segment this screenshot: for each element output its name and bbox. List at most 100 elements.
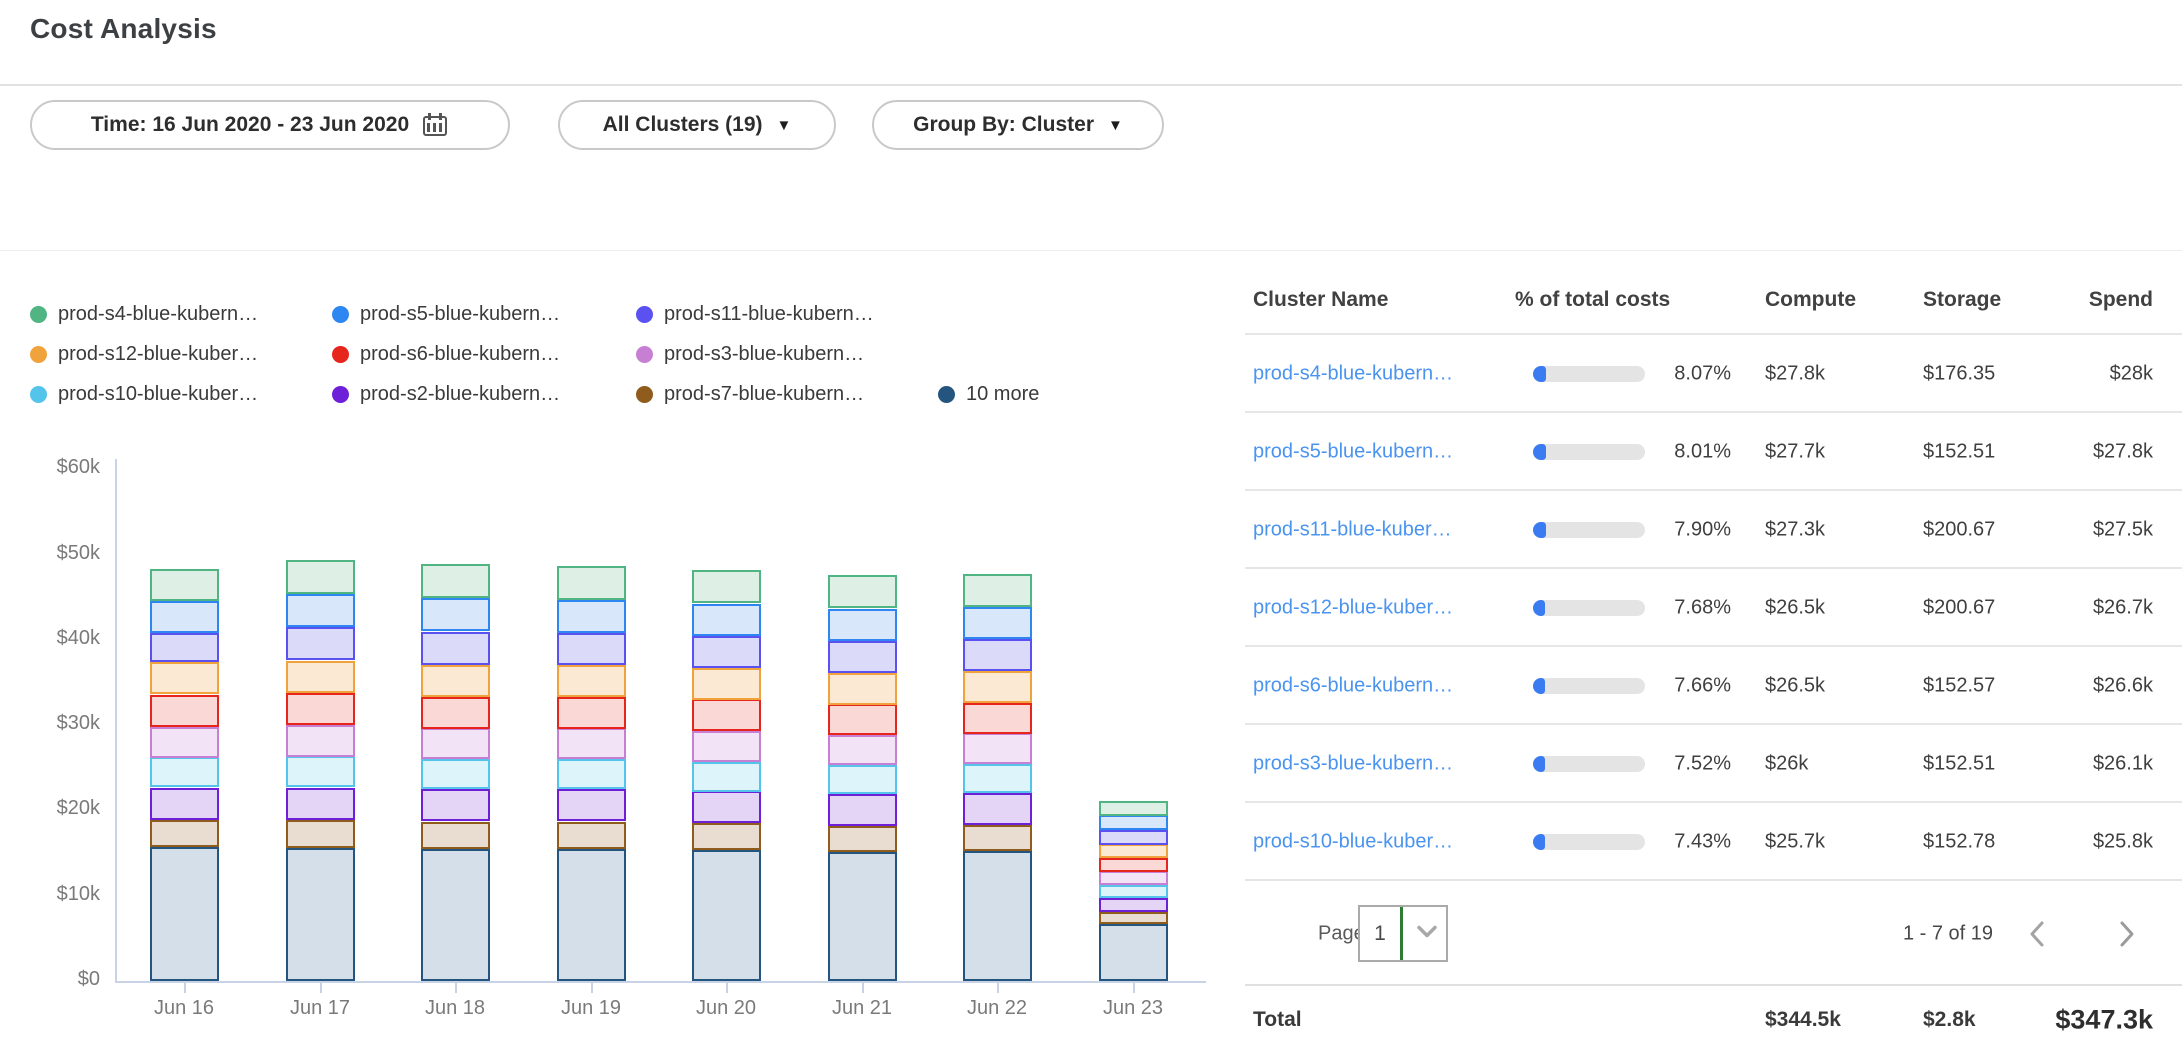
bar-segment[interactable] <box>962 703 1032 734</box>
bar-segment[interactable] <box>556 822 626 849</box>
bar-segment[interactable] <box>1098 885 1168 898</box>
bar-segment[interactable] <box>827 765 897 794</box>
bar-segment[interactable] <box>827 704 897 735</box>
bar-segment[interactable] <box>556 600 626 633</box>
bar-segment[interactable] <box>420 598 490 631</box>
bar-segment[interactable] <box>149 662 219 694</box>
chevron-right-icon next-page-button[interactable] <box>2113 918 2141 950</box>
bar-segment[interactable] <box>1098 815 1168 830</box>
bar-segment[interactable] <box>827 609 897 641</box>
time-range-filter[interactable]: Time: 16 Jun 2020 - 23 Jun 2020 <box>30 100 510 150</box>
bar-segment[interactable] <box>149 820 219 847</box>
bar-segment[interactable] <box>827 826 897 852</box>
bar-segment[interactable] <box>691 762 761 792</box>
legend-item[interactable]: prod-s10-blue-kuber… <box>30 380 258 408</box>
bar-segment[interactable] <box>691 699 761 731</box>
bar-segment[interactable] <box>420 759 490 789</box>
bar-segment[interactable] <box>691 731 761 762</box>
legend-item[interactable]: prod-s11-blue-kubern… <box>636 300 874 328</box>
bar-segment[interactable] <box>691 636 761 668</box>
bar-segment[interactable] <box>1098 924 1168 981</box>
cluster-name-link[interactable]: prod-s12-blue-kuber… <box>1253 596 1454 619</box>
cluster-name-link[interactable]: prod-s5-blue-kubern… <box>1253 440 1454 463</box>
bar-segment[interactable] <box>962 574 1032 607</box>
bar-segment[interactable] <box>962 671 1032 703</box>
bar-segment[interactable] <box>556 566 626 600</box>
bar-segment[interactable] <box>691 604 761 636</box>
bar-segment[interactable] <box>420 822 490 849</box>
bar-segment[interactable] <box>962 825 1032 851</box>
cluster-name-link[interactable]: prod-s4-blue-kubern… <box>1253 362 1454 385</box>
bar-segment[interactable] <box>556 849 626 981</box>
bar-segment[interactable] <box>962 793 1032 825</box>
bar-segment[interactable] <box>285 627 355 660</box>
bar-segment[interactable] <box>285 848 355 981</box>
bar-segment[interactable] <box>149 569 219 601</box>
bar-segment[interactable] <box>827 641 897 673</box>
bar-segment[interactable] <box>827 575 897 608</box>
bar-segment[interactable] <box>285 594 355 627</box>
legend-item[interactable]: prod-s2-blue-kubern… <box>332 380 560 408</box>
bar-segment[interactable] <box>420 697 490 729</box>
bar-segment[interactable] <box>962 851 1032 981</box>
bar-segment[interactable] <box>827 673 897 705</box>
bar-segment[interactable] <box>149 847 219 981</box>
bar-segment[interactable] <box>556 759 626 789</box>
bar-segment[interactable] <box>149 601 219 633</box>
bar-segment[interactable] <box>691 570 761 603</box>
bar-segment[interactable] <box>556 665 626 697</box>
legend-item[interactable]: prod-s6-blue-kubern… <box>332 340 560 368</box>
bar-segment[interactable] <box>149 727 219 758</box>
bar-segment[interactable] <box>827 794 897 826</box>
legend-item[interactable]: prod-s7-blue-kubern… <box>636 380 864 408</box>
legend-item[interactable]: prod-s4-blue-kubern… <box>30 300 258 328</box>
bar-segment[interactable] <box>962 607 1032 639</box>
bar-segment[interactable] <box>691 850 761 981</box>
bar-segment[interactable] <box>420 728 490 759</box>
bar-segment[interactable] <box>420 665 490 697</box>
bar-segment[interactable] <box>149 757 219 787</box>
bar-segment[interactable] <box>827 852 897 981</box>
bar-segment[interactable] <box>556 789 626 821</box>
bar-segment[interactable] <box>285 725 355 757</box>
legend-item[interactable]: prod-s12-blue-kuber… <box>30 340 258 368</box>
bar-segment[interactable] <box>149 788 219 820</box>
bar-segment[interactable] <box>149 633 219 662</box>
bar-segment[interactable] <box>285 560 355 594</box>
bar-segment[interactable] <box>285 661 355 693</box>
bar-segment[interactable] <box>1098 844 1168 858</box>
bar-segment[interactable] <box>827 735 897 765</box>
bar-segment[interactable] <box>691 791 761 823</box>
group-by-dropdown[interactable]: Group By: Cluster ▼ <box>872 100 1164 150</box>
bar-segment[interactable] <box>691 823 761 850</box>
bar-segment[interactable] <box>1098 830 1168 845</box>
legend-item[interactable]: prod-s5-blue-kubern… <box>332 300 560 328</box>
bar-segment[interactable] <box>285 756 355 787</box>
bar-segment[interactable] <box>556 728 626 759</box>
bar-segment[interactable] <box>556 633 626 665</box>
bar-segment[interactable] <box>1098 912 1168 924</box>
bar-segment[interactable] <box>1098 898 1168 912</box>
bar-segment[interactable] <box>420 632 490 665</box>
bar-segment[interactable] <box>1098 858 1168 872</box>
cluster-name-link[interactable]: prod-s10-blue-kuber… <box>1253 830 1454 853</box>
bar-segment[interactable] <box>285 820 355 848</box>
chevron-left-icon prev-page-button[interactable] <box>2023 918 2051 950</box>
bar-segment[interactable] <box>1098 871 1168 885</box>
bar-segment[interactable] <box>420 849 490 981</box>
legend-item[interactable]: 10 more <box>938 380 1039 408</box>
clusters-filter-dropdown[interactable]: All Clusters (19) ▼ <box>558 100 836 150</box>
bar-segment[interactable] <box>285 693 355 725</box>
cluster-name-link[interactable]: prod-s6-blue-kubern… <box>1253 674 1454 697</box>
page-select[interactable]: 1 <box>1358 905 1448 962</box>
bar-segment[interactable] <box>556 697 626 729</box>
bar-segment[interactable] <box>420 789 490 821</box>
cluster-name-link[interactable]: prod-s3-blue-kubern… <box>1253 752 1454 775</box>
bar-segment[interactable] <box>691 668 761 700</box>
bar-segment[interactable] <box>149 695 219 727</box>
bar-segment[interactable] <box>285 788 355 820</box>
legend-item[interactable]: prod-s3-blue-kubern… <box>636 340 864 368</box>
bar-segment[interactable] <box>1098 801 1168 816</box>
bar-segment[interactable] <box>962 733 1032 764</box>
cluster-name-link[interactable]: prod-s11-blue-kuber… <box>1253 518 1452 541</box>
